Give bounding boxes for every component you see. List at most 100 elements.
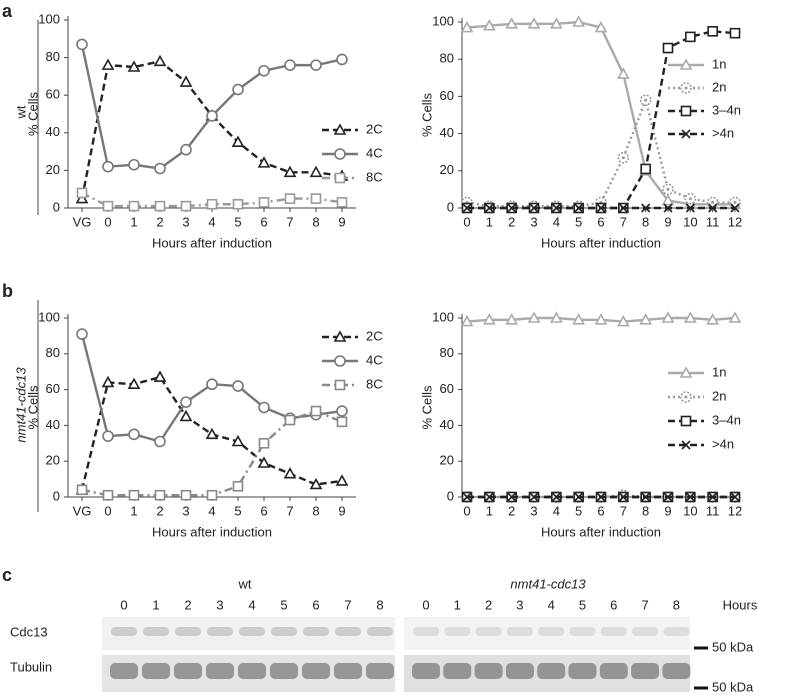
- band: [303, 627, 329, 636]
- marker: [232, 83, 244, 96]
- marker: [232, 480, 244, 492]
- band: [366, 663, 394, 679]
- x-tick-label: 10: [683, 503, 697, 518]
- marker: [310, 405, 322, 417]
- line: [466, 20, 735, 206]
- marker: [102, 430, 114, 442]
- marker-dot: [684, 395, 688, 399]
- y-tick-label: 100: [432, 13, 454, 28]
- x-tick-label: 12: [728, 214, 742, 229]
- marker-stroke: [484, 492, 494, 502]
- x-tick-label: 2: [508, 214, 515, 229]
- marker: [336, 53, 348, 66]
- marker: [258, 197, 270, 208]
- marker-stroke: [681, 129, 691, 139]
- band: [632, 627, 659, 636]
- band: [631, 663, 660, 679]
- marker: [284, 193, 296, 204]
- x-tick-label: 4: [208, 503, 215, 518]
- marker: [336, 197, 348, 208]
- marker-stroke: [507, 203, 517, 213]
- band: [239, 627, 265, 636]
- series: [462, 492, 740, 502]
- marker: [482, 313, 496, 325]
- x-tick-label: 5: [234, 214, 241, 229]
- legend-label: 2n: [712, 79, 726, 94]
- band: [538, 627, 565, 636]
- marker: [529, 203, 539, 213]
- series: [75, 370, 349, 495]
- x-tick-label: 1: [130, 214, 137, 229]
- x-tick-label: 7: [286, 214, 293, 229]
- y-tick-label: 40: [46, 124, 60, 139]
- marker: [154, 489, 166, 501]
- x-tick-label: 5: [575, 214, 582, 229]
- x-tick-label: 6: [597, 503, 604, 518]
- marker-stroke: [529, 203, 539, 213]
- legend-marker: [334, 355, 346, 367]
- marker: [618, 203, 628, 213]
- y-axis-label: % Cells: [419, 385, 434, 430]
- series: [462, 203, 740, 213]
- marker: [640, 163, 651, 175]
- marker: [180, 489, 192, 501]
- marker: [596, 492, 606, 502]
- band: [111, 627, 137, 636]
- x-axis-label: Hours after induction: [152, 235, 272, 250]
- marker: [683, 311, 697, 323]
- marker-stroke: [574, 492, 584, 502]
- marker: [594, 313, 608, 325]
- x-tick-label: 9: [664, 503, 671, 518]
- marker: [484, 203, 494, 213]
- marker: [231, 434, 245, 447]
- x-tick-label: 0: [463, 214, 470, 229]
- panel-label: c: [2, 565, 12, 585]
- x-tick-label: 6: [597, 214, 604, 229]
- marker-stroke: [708, 492, 718, 502]
- marker: [730, 492, 740, 502]
- marker: [76, 38, 88, 51]
- marker: [708, 492, 718, 502]
- x-tick-label: 2: [508, 503, 515, 518]
- x-tick-label: 5: [575, 503, 582, 518]
- x-tick-label: 11: [706, 503, 720, 518]
- y-tick-label: 40: [440, 417, 454, 432]
- marker: [572, 15, 586, 27]
- x-tick-label: 0: [463, 503, 470, 518]
- y-axis-label: % Cells: [419, 92, 434, 137]
- marker: [549, 311, 563, 323]
- marker: [641, 492, 651, 502]
- marker: [527, 17, 541, 29]
- marker-dot: [644, 98, 648, 102]
- marker-stroke: [462, 492, 472, 502]
- x-tick-label: 8: [642, 503, 649, 518]
- lane-label: 4: [248, 597, 255, 612]
- legend-label: 2C: [366, 328, 383, 343]
- legend-label: 4C: [366, 145, 383, 160]
- x-tick-label: VG: [73, 503, 92, 518]
- marker: [685, 203, 695, 213]
- lane-label: 0: [120, 597, 127, 612]
- band: [335, 627, 361, 636]
- x-tick-label: 2: [156, 503, 163, 518]
- marker: [154, 200, 166, 212]
- marker: [310, 193, 322, 204]
- marker-stroke: [551, 203, 561, 213]
- marker: [180, 143, 192, 156]
- y-tick-label: 0: [53, 488, 60, 503]
- legend-marker: [680, 105, 692, 117]
- marker: [596, 203, 606, 213]
- marker: [685, 31, 696, 43]
- series: [75, 54, 349, 204]
- legend-label: 2C: [366, 121, 383, 136]
- marker: [639, 313, 653, 325]
- marker-dot: [621, 156, 625, 160]
- marker: [206, 198, 218, 210]
- marker-stroke: [641, 492, 651, 502]
- marker-stroke: [507, 492, 517, 502]
- series: [76, 38, 348, 175]
- marker-stroke: [484, 203, 494, 213]
- marker: [685, 492, 695, 502]
- x-tick-label: 0: [104, 503, 111, 518]
